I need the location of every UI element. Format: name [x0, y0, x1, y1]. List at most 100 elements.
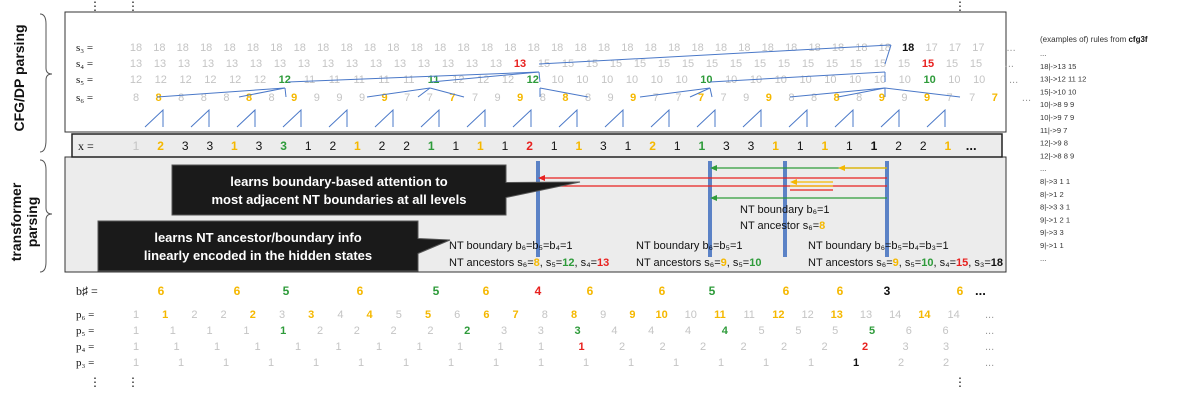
s5-row-cell: 12	[477, 74, 489, 86]
tree-wedge	[880, 108, 900, 128]
transformer-brace	[39, 159, 53, 273]
p-row-cell: 1	[578, 341, 584, 353]
x-token: 1	[354, 139, 361, 153]
rule-line: 12|->9 8	[1040, 139, 1068, 148]
p-row-cell: 3	[902, 341, 908, 353]
s5-row-cell: 10	[725, 74, 737, 86]
p-row-cell: 1	[207, 325, 213, 337]
p-row-cell: 10	[685, 309, 697, 321]
p-row-cell: 1	[538, 341, 544, 353]
callout-linear-line2: linearly encoded in the hidden states	[144, 248, 372, 263]
p-row-cell: 12	[772, 309, 784, 321]
p-row-cell: 1	[178, 357, 184, 369]
rule-line: 9|->1 2 1	[1040, 215, 1070, 224]
x-token: 1	[551, 139, 558, 153]
p-row-cell: 6	[483, 309, 489, 321]
s3-row-cell: 18	[715, 42, 727, 54]
s3-row-cell: 18	[902, 42, 914, 54]
tree-edge	[837, 87, 886, 98]
b-row-cell: 5	[283, 284, 290, 298]
x-token: 1	[231, 139, 238, 153]
b-row-cell: 5	[709, 284, 716, 298]
p-row-cell: 1	[763, 357, 769, 369]
tree-edge	[284, 87, 287, 98]
s6-row-cell: 7	[472, 92, 478, 104]
tree-wedge	[420, 108, 440, 128]
rule-line: 9|->3 3	[1040, 228, 1064, 237]
p-row-cell: 2	[464, 325, 470, 337]
tree-wedge	[144, 108, 164, 128]
s5-row-cell: 12	[502, 74, 514, 86]
p-row-cell: 1	[133, 341, 139, 353]
rule-line: ...	[1040, 164, 1046, 173]
s4-row-cell: 13	[130, 58, 142, 70]
p-row-cell: 1	[313, 357, 319, 369]
callout-attention-line1: learns boundary-based attention to	[230, 174, 447, 189]
tree-edge	[417, 87, 431, 98]
s3-row-cell: 18	[481, 42, 493, 54]
s4-row-cell: 13	[226, 58, 238, 70]
s3-row-cell: 17	[925, 42, 937, 54]
s3-row-cell: 18	[668, 42, 680, 54]
p-row-cell: 2	[781, 341, 787, 353]
p-row-cell: 1	[493, 357, 499, 369]
arrowhead	[790, 179, 797, 185]
x-token: 1	[477, 139, 484, 153]
s3-row-cell: 18	[340, 42, 352, 54]
p-row-cell: 1	[254, 341, 260, 353]
x-token: 3	[182, 139, 189, 153]
vertical-ellipsis: ⋮	[954, 375, 966, 389]
x-token: 3	[723, 139, 730, 153]
tree-wedge	[558, 108, 578, 128]
tree-edge	[538, 71, 541, 83]
s5-row-cell: 10	[874, 74, 886, 86]
s5-row-cell: 10	[675, 74, 687, 86]
s4-row-cell: 13	[418, 58, 430, 70]
s3-row-cell: 18	[130, 42, 142, 54]
s3-row-cell: 18	[200, 42, 212, 54]
x-token: 2	[403, 139, 410, 153]
s4-row-cell: 15	[730, 58, 742, 70]
s6-row-cell: 8	[178, 92, 184, 104]
s6-row-cell: 9	[879, 92, 885, 104]
p-row-cell: 1	[808, 357, 814, 369]
b-row-cell: 6	[158, 284, 165, 298]
callout-attention-line2: most adjacent NT boundaries at all level…	[211, 192, 466, 207]
s4-row-cell: 15	[586, 58, 598, 70]
p-row-cell: 2	[250, 309, 256, 321]
s5-row-cell: 12	[279, 74, 291, 86]
s6-row-cell: 7	[653, 92, 659, 104]
x-row-frame	[71, 133, 1003, 158]
p-row-cell: 4	[367, 309, 374, 321]
p-row-cell: 3	[575, 325, 581, 337]
s4-row-ellipsis: ...	[1005, 58, 1014, 70]
s6-row-cell: 9	[314, 92, 320, 104]
s4-row-cell: 13	[346, 58, 358, 70]
s5-row-cell: 10	[775, 74, 787, 86]
x-row-label: x =	[78, 139, 94, 153]
x-token: 1	[698, 139, 705, 153]
s5-row-cell: 12	[130, 74, 142, 86]
p-row-cell: 1	[538, 357, 544, 369]
rule-line: 10|->9 7 9	[1040, 113, 1074, 122]
s5-row-cell: 10	[601, 74, 613, 86]
s6-row-cell: 9	[336, 92, 342, 104]
annotation-black-boundary: NT boundary b₆=b₅=b₄=b₃=1	[808, 240, 949, 252]
cfg-parsing-label: CFG/DP parsing	[11, 24, 27, 131]
rule-line: 9|->1 1	[1040, 241, 1064, 250]
s5-row-cell: 10	[824, 74, 836, 86]
s4-row-cell: 13	[370, 58, 382, 70]
s3-row-cell: 18	[247, 42, 259, 54]
tree-wedge	[190, 108, 210, 128]
tree-wedge	[742, 108, 762, 128]
s3-row-cell: 18	[270, 42, 282, 54]
x-token: 1	[772, 139, 779, 153]
s5-row-cell: 11	[428, 74, 440, 86]
tree-edge	[639, 87, 711, 98]
x-token: 2	[379, 139, 386, 153]
b-row-cell: 6	[357, 284, 364, 298]
tree-edge	[429, 87, 465, 98]
s4-row-cell: 15	[706, 58, 718, 70]
s4-row-cell: 15	[754, 58, 766, 70]
s3-row-cell: 17	[949, 42, 961, 54]
